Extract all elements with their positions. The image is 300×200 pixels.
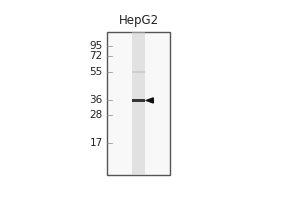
Text: HepG2: HepG2 xyxy=(118,14,159,27)
Text: 72: 72 xyxy=(89,51,103,61)
Text: 36: 36 xyxy=(89,95,103,105)
Polygon shape xyxy=(146,98,153,103)
Bar xyxy=(132,71,145,73)
Bar xyxy=(107,32,170,175)
Bar xyxy=(132,32,145,175)
Text: 17: 17 xyxy=(89,138,103,148)
Text: 55: 55 xyxy=(89,67,103,77)
Text: 28: 28 xyxy=(89,110,103,120)
Text: 95: 95 xyxy=(89,41,103,51)
Bar xyxy=(132,99,145,102)
